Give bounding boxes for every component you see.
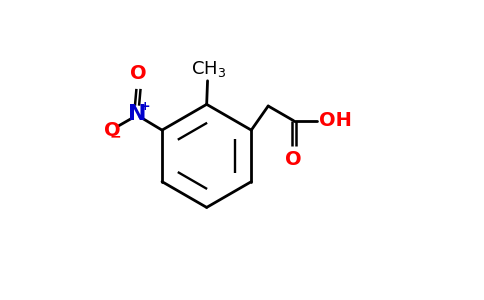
Text: N: N [128,104,146,124]
Text: O: O [286,150,302,169]
Text: O: O [130,64,147,83]
Text: CH$_3$: CH$_3$ [191,59,227,79]
Text: −: − [110,130,121,144]
Text: +: + [140,100,151,113]
Text: O: O [104,121,121,140]
Text: OH: OH [318,111,351,130]
